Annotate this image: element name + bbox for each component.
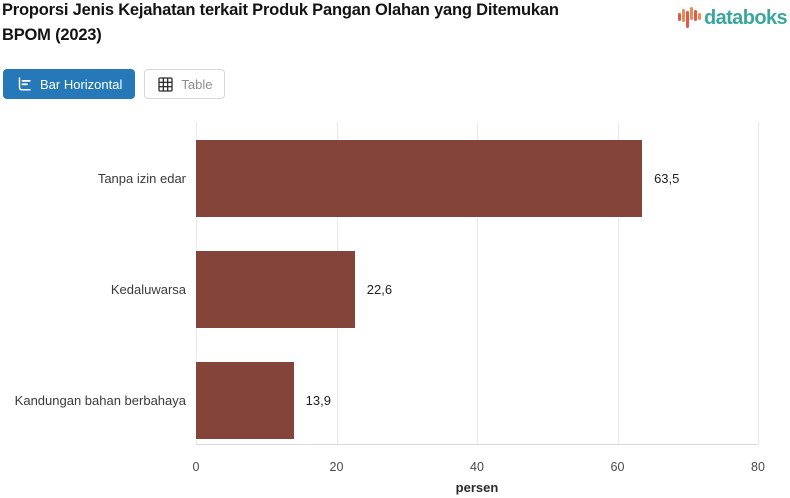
bar-track: 13,9 xyxy=(196,362,758,439)
category-label: Kedaluwarsa xyxy=(110,282,186,297)
gridline xyxy=(477,122,478,444)
page-title: Proporsi Jenis Kejahatan terkait Produk … xyxy=(2,0,559,48)
bar[interactable] xyxy=(196,140,643,217)
x-axis-label: persen xyxy=(455,480,499,495)
tab-bar-horizontal[interactable]: Bar Horizontal xyxy=(3,69,136,99)
databoks-logo[interactable]: databoks xyxy=(677,4,788,32)
page-title-line2: BPOM (2023) xyxy=(2,26,102,44)
x-axis-tick: 0 xyxy=(192,460,200,474)
value-label: 22,6 xyxy=(366,282,393,297)
bar[interactable] xyxy=(196,251,355,328)
bar-horizontal-icon xyxy=(18,76,31,91)
bar[interactable] xyxy=(196,362,294,439)
x-axis-tick: 20 xyxy=(329,460,344,474)
gridline xyxy=(617,122,619,444)
x-axis-ticks: 0 20 40 60 80 xyxy=(192,460,765,476)
table-icon xyxy=(158,76,174,92)
x-axis-tick: 40 xyxy=(470,460,484,474)
bar-row: Tanpa izin edar 63,5 xyxy=(0,140,790,217)
tab-label: Bar Horizontal xyxy=(40,76,123,92)
tab-label: Table xyxy=(181,76,213,92)
category-label: Tanpa izin edar xyxy=(97,171,186,186)
x-axis-tick: 60 xyxy=(610,460,625,474)
value-label: 63,5 xyxy=(654,171,680,186)
view-tabs: Bar Horizontal Table xyxy=(3,69,226,99)
category-label: Kandungan bahan berbahaya xyxy=(14,393,186,408)
databoks-logo-icon xyxy=(677,7,701,28)
databoks-logo-text: databoks xyxy=(703,7,788,29)
bar-row: Kedaluwarsa 22,6 xyxy=(0,251,790,328)
value-label: 13,9 xyxy=(305,393,331,408)
x-axis-tick: 80 xyxy=(751,460,765,474)
bar-track: 63,5 xyxy=(196,140,758,217)
page-title-line1: Proporsi Jenis Kejahatan terkait Produk … xyxy=(2,1,559,19)
bar-track: 22,6 xyxy=(196,251,758,328)
tab-table[interactable]: Table xyxy=(144,69,226,99)
gridline xyxy=(758,122,759,444)
bar-rows: Tanpa izin edar 63,5 Kedaluwarsa 22,6 Kandun… xyxy=(0,140,790,473)
bar-row: Kandungan bahan berbahaya 13,9 xyxy=(0,362,790,439)
